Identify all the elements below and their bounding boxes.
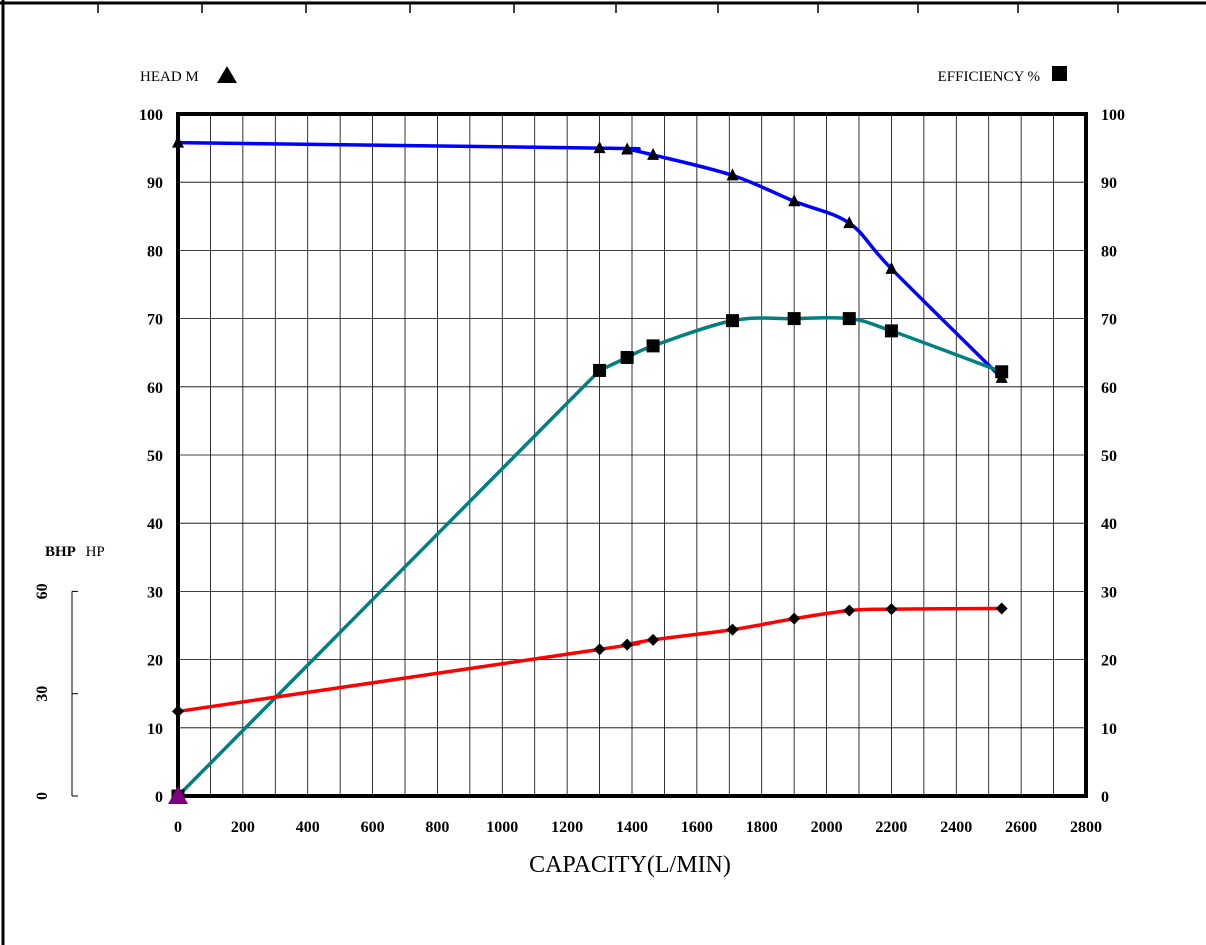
grid bbox=[178, 114, 1086, 796]
x-tick-label: 2600 bbox=[1005, 819, 1037, 836]
bhp-point bbox=[621, 638, 634, 651]
x-tick-label: 600 bbox=[361, 819, 385, 836]
origin-marker bbox=[168, 786, 188, 804]
bhp-tick-label: 0 bbox=[34, 792, 51, 800]
efficiency-square-icon bbox=[1052, 66, 1067, 81]
y-left-tick-label: 100 bbox=[139, 107, 163, 124]
y-right-tick-label: 10 bbox=[1101, 721, 1117, 738]
y-left-tick-label: 0 bbox=[155, 789, 163, 806]
y-left-tick-label: 80 bbox=[147, 243, 163, 260]
x-tick-label: 2400 bbox=[940, 819, 972, 836]
y-left-tick-label: 70 bbox=[147, 312, 163, 329]
series-markers bbox=[171, 135, 1009, 803]
bhp-tick-label: 60 bbox=[34, 583, 51, 599]
efficiency-point bbox=[884, 324, 898, 338]
x-tick-label: 400 bbox=[296, 819, 320, 836]
head-curve bbox=[177, 140, 1003, 380]
y-right-tick-label: 20 bbox=[1101, 653, 1117, 670]
y-left-tick-label: 40 bbox=[147, 516, 163, 533]
bhp-curve bbox=[177, 606, 1002, 714]
bhp-label-unit: HP bbox=[86, 544, 105, 560]
x-tick-label: 800 bbox=[425, 819, 449, 836]
head-point bbox=[726, 168, 739, 181]
efficiency-axis-label: EFFICIENCY % bbox=[938, 66, 1067, 85]
y-right-tick-label: 0 bbox=[1101, 789, 1109, 806]
y-right-tick-label: 30 bbox=[1101, 584, 1117, 601]
bhp-label-bold: BHP bbox=[45, 544, 76, 560]
bhp-point bbox=[885, 603, 898, 616]
y-right-tick-label: 90 bbox=[1101, 175, 1117, 192]
efficiency-point bbox=[842, 312, 856, 326]
bhp-axis: 0 30 60 bbox=[34, 583, 78, 800]
x-tick-label: 200 bbox=[231, 819, 255, 836]
svg-text:BHP HP: BHP HP bbox=[45, 544, 105, 560]
y-right-tick-label: 50 bbox=[1101, 448, 1117, 465]
bhp-point bbox=[593, 643, 606, 656]
bhp-point bbox=[995, 602, 1008, 615]
head-point bbox=[843, 216, 856, 229]
efficiency-point bbox=[593, 363, 607, 377]
bhp-point bbox=[647, 633, 660, 646]
y-right-tick-label: 70 bbox=[1101, 312, 1117, 329]
head-point bbox=[172, 135, 184, 148]
x-tick-label: 2000 bbox=[811, 819, 843, 836]
x-tick-label: 2200 bbox=[875, 819, 907, 836]
y-left-tick-label: 20 bbox=[147, 653, 163, 670]
bhp-point bbox=[726, 623, 739, 636]
y-right-tick-labels: 0 10 20 30 40 50 60 70 80 90 100 bbox=[1101, 107, 1125, 806]
x-tick-labels: 0 200 400 600 800 1000 1200 1400 1600 1800 2000 220… bbox=[174, 819, 1102, 836]
x-tick-label: 1600 bbox=[681, 819, 713, 836]
y-right-tick-label: 80 bbox=[1101, 243, 1117, 260]
y-left-tick-label: 50 bbox=[147, 448, 163, 465]
y-left-tick-label: 60 bbox=[147, 380, 163, 397]
y-right-tick-label: 100 bbox=[1101, 107, 1125, 124]
head-point bbox=[647, 147, 660, 160]
x-tick-label: 1200 bbox=[551, 819, 583, 836]
y-left-tick-label: 30 bbox=[147, 584, 163, 601]
bhp-point bbox=[788, 612, 801, 625]
head-triangle-icon bbox=[217, 66, 237, 83]
head-point bbox=[621, 142, 634, 155]
x-axis-title: CAPACITY(L/MIN) bbox=[529, 852, 731, 878]
head-point bbox=[593, 141, 606, 154]
y-left-tick-label: 10 bbox=[147, 721, 163, 738]
x-tick-label: 0 bbox=[174, 819, 182, 836]
efficiency-point bbox=[995, 365, 1009, 379]
head-point bbox=[788, 194, 801, 207]
y-left-tick-label: 90 bbox=[147, 175, 163, 192]
head-point bbox=[885, 261, 898, 274]
x-tick-label: 1400 bbox=[616, 819, 648, 836]
efficiency-label-text: EFFICIENCY % bbox=[938, 69, 1040, 85]
y-left-tick-labels: 0 10 20 30 40 50 60 70 80 90 100 bbox=[139, 107, 163, 806]
efficiency-point bbox=[787, 312, 801, 326]
efficiency-point bbox=[620, 350, 634, 364]
bhp-point bbox=[843, 604, 856, 617]
plot-border bbox=[176, 112, 1088, 798]
bhp-point bbox=[172, 705, 184, 718]
bhp-tick-label: 30 bbox=[34, 686, 51, 702]
bhp-axis-label: BHP HP bbox=[45, 544, 105, 560]
y-right-tick-label: 60 bbox=[1101, 380, 1117, 397]
efficiency-point bbox=[726, 314, 740, 328]
x-tick-label: 2800 bbox=[1070, 819, 1102, 836]
y-right-tick-label: 40 bbox=[1101, 516, 1117, 533]
efficiency-curve bbox=[176, 315, 1003, 798]
x-tick-label: 1800 bbox=[746, 819, 778, 836]
efficiency-point bbox=[646, 339, 660, 353]
series-lines bbox=[176, 140, 1003, 798]
x-tick-label: 1000 bbox=[486, 819, 518, 836]
head-label-text: HEAD M bbox=[140, 69, 199, 85]
head-axis-label: HEAD M bbox=[140, 66, 237, 85]
